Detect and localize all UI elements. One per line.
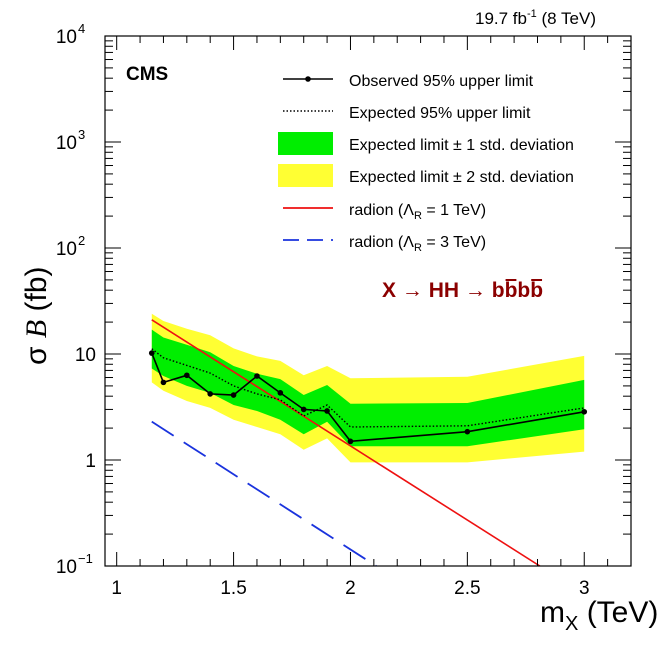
observed-point	[230, 392, 237, 398]
x-tick-label: 2.5	[454, 578, 480, 599]
x-tick-label: 3	[579, 578, 590, 599]
y-tick-label: 1	[85, 451, 96, 472]
x-tick-label: 1	[111, 578, 122, 599]
observed-point	[300, 406, 307, 413]
y-tick-label: 10	[56, 239, 77, 260]
y-tick-label: 10	[56, 557, 77, 578]
radion-3tev-line	[151, 420, 377, 566]
observed-point	[148, 350, 155, 356]
legend-1sigma-label: Expected limit ± 1 std. deviation	[349, 137, 574, 154]
legend-2sigma-swatch	[278, 164, 333, 187]
x-tick-label: 1.5	[220, 578, 246, 599]
band-1sigma	[151, 329, 585, 447]
y-tick-label-exponent: −1	[78, 551, 93, 566]
plot-frame	[104, 35, 632, 567]
x-axis-title: mX (TeV)	[540, 596, 658, 635]
legend-radion3-label: radion (ΛR = 3 TeV)	[349, 234, 486, 254]
y-tick-label-exponent: 3	[78, 127, 85, 142]
process-text: X → HH → bbbb	[382, 279, 543, 302]
observed-point	[184, 372, 190, 379]
observed-point	[581, 408, 588, 415]
process-label: X → HH → bbbb	[382, 279, 543, 302]
y-tick-label: 10	[75, 345, 96, 366]
observed-point	[277, 390, 284, 396]
observed-point	[254, 373, 260, 379]
lumi-label: 19.7 fb-1 (8 TeV)	[475, 8, 596, 28]
observed-limit-line	[151, 352, 585, 443]
radion-1tev-line	[151, 319, 541, 566]
observed-point	[347, 438, 354, 445]
observed-point	[160, 379, 167, 386]
y-tick-label: 10	[56, 27, 77, 48]
legend-1sigma-swatch	[278, 132, 333, 155]
y-tick-label-exponent: 2	[78, 233, 85, 248]
legend: Observed 95% upper limit Expected 95% up…	[278, 73, 574, 254]
expected-limit-line	[151, 348, 585, 428]
legend-observed-marker	[305, 76, 311, 82]
limit-bands	[151, 313, 585, 463]
x-tick-label: 2	[345, 578, 356, 599]
y-tick-label: 10	[56, 133, 77, 154]
legend-expected-label: Expected 95% upper limit	[349, 105, 531, 122]
observed-point	[464, 428, 471, 435]
y-axis-title: σ B (fb)	[20, 266, 53, 365]
observed-point	[324, 408, 330, 414]
legend-radion1-label: radion (ΛR = 1 TeV)	[349, 202, 486, 222]
observed-point	[207, 391, 213, 397]
y-tick-label-exponent: 4	[78, 21, 85, 36]
cms-label: CMS	[126, 64, 168, 85]
legend-2sigma-label: Expected limit ± 2 std. deviation	[349, 169, 574, 186]
legend-observed-label: Observed 95% upper limit	[349, 73, 534, 90]
limit-lines	[148, 319, 588, 566]
